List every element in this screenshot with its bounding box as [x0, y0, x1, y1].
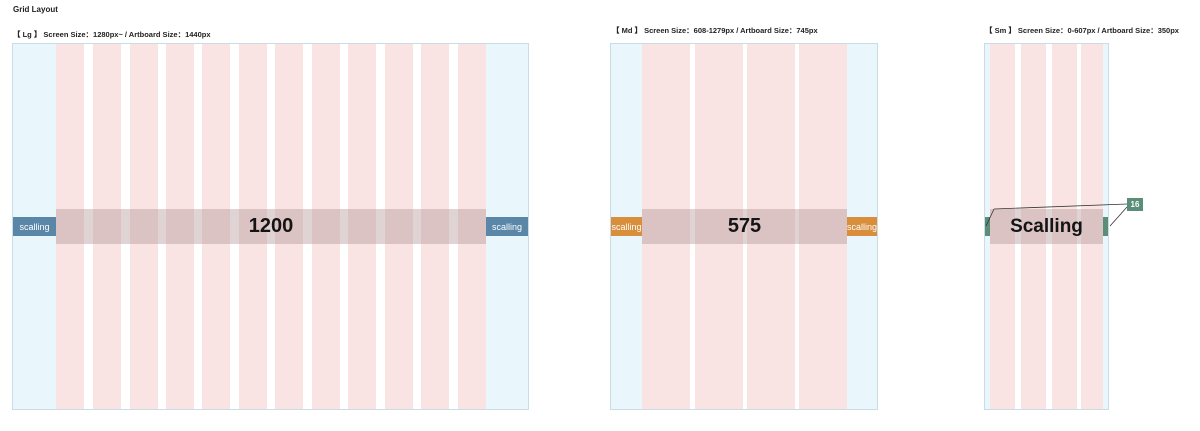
panel-title-sm: 【 Sm 】 Screen Size：0-607px / Artboard Si…	[985, 26, 1179, 35]
grid-column	[130, 44, 158, 409]
grid-column	[312, 44, 340, 409]
grid-column	[1081, 44, 1103, 409]
scaling-tag-left-lg: scalling	[13, 217, 56, 236]
grid-column	[93, 44, 121, 409]
content-width-label-md: 575	[727, 215, 762, 237]
grid-column	[348, 44, 376, 409]
scaling-tag-left-md: scalling	[611, 217, 642, 236]
scaling-tag-right-lg: scalling	[486, 217, 528, 236]
scaling-tag-right-md: scalling	[847, 217, 877, 236]
grid-column	[239, 44, 267, 409]
content-width-band-lg: 1200	[56, 209, 486, 244]
content-width-label-lg: 1200	[248, 215, 294, 237]
grid-column	[166, 44, 194, 409]
scaling-tag-right-sm	[1103, 217, 1108, 236]
scaling-tag-left-sm	[985, 217, 990, 236]
grid-column	[799, 44, 847, 409]
panel-title-md: 【 Md 】 Screen Size：608-1279px / Artboard…	[612, 26, 818, 35]
page-title: Grid Layout	[13, 5, 58, 14]
grid-column	[990, 44, 1015, 409]
grid-column	[1021, 44, 1046, 409]
content-width-band-sm: Scalling	[990, 209, 1103, 244]
margin-size-callout: 16	[1127, 198, 1143, 211]
artboard-md: scalling scalling 575	[610, 43, 878, 410]
grid-column	[458, 44, 486, 409]
grid-column	[421, 44, 449, 409]
grid-column	[642, 44, 690, 409]
grid-column	[1052, 44, 1077, 409]
panel-title-lg: 【 Lg 】 Screen Size：1280px~ / Artboard Si…	[13, 30, 211, 39]
grid-column	[385, 44, 413, 409]
artboard-lg: scalling scalling 1200	[12, 43, 529, 410]
grid-column	[56, 44, 84, 409]
grid-column	[202, 44, 230, 409]
grid-column	[695, 44, 743, 409]
grid-column	[747, 44, 795, 409]
content-width-label-sm: Scalling	[1010, 215, 1083, 237]
grid-column	[275, 44, 303, 409]
content-width-band-md: 575	[642, 209, 847, 244]
artboard-sm: Scalling	[984, 43, 1109, 410]
